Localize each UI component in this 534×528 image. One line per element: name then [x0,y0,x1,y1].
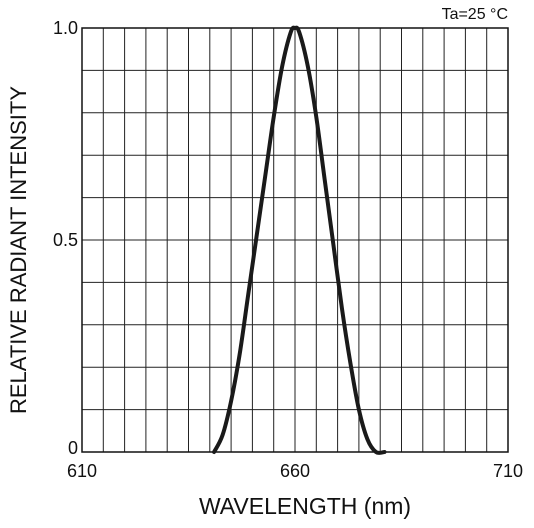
y-tick-label: 1.0 [53,18,78,38]
y-tick-label: 0 [68,438,78,458]
tick-labels: 610 660 710 0 0.5 1.0 [53,18,523,481]
x-tick-label: 610 [67,461,97,481]
spectrum-curve [212,25,387,455]
x-tick-label: 660 [280,461,310,481]
x-tick-label: 710 [493,461,523,481]
grid-lines [82,28,508,452]
series-layer [212,25,387,455]
y-axis-label: RELATIVE RADIANT INTENSITY [6,86,31,414]
y-tick-label: 0.5 [53,230,78,250]
x-axis-label: WAVELENGTH (nm) [199,493,411,519]
temperature-annotation: Ta=25 °C [442,6,508,23]
